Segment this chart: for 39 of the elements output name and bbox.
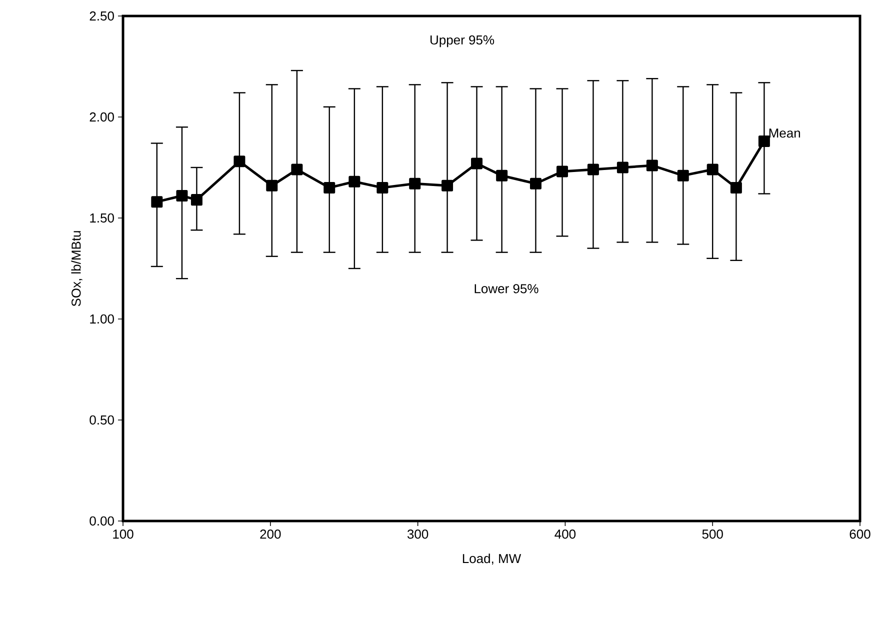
x-tick-label: 200: [260, 530, 281, 539]
point: [409, 178, 421, 190]
point: [266, 180, 278, 192]
point: [376, 182, 388, 194]
point: [471, 158, 483, 170]
y-tick-label: 1.50: [90, 213, 114, 223]
y-tick-label: 0.50: [90, 415, 114, 425]
x-tick-label: 500: [702, 530, 723, 539]
point: [646, 160, 658, 172]
x-tick-label: 600: [850, 530, 870, 539]
y-tick-label: 2.50: [90, 11, 114, 21]
point: [291, 164, 303, 176]
y-tick-label: 1.00: [90, 314, 114, 324]
x-tick-label: 400: [554, 530, 576, 539]
point: [234, 156, 246, 168]
point: [496, 170, 508, 182]
point: [176, 190, 188, 202]
x-axis-title: Load, MW: [462, 554, 522, 565]
point: [556, 166, 568, 178]
point: [151, 196, 163, 208]
y-tick-label: 0.00: [90, 516, 114, 526]
x-tick-label: 100: [113, 530, 134, 539]
point: [758, 135, 770, 147]
point: [530, 178, 542, 190]
y-axis-title: SOx, lb/MBtu: [71, 231, 82, 306]
point: [730, 182, 742, 194]
x-tick-label: 300: [407, 530, 428, 539]
point: [616, 162, 628, 174]
point: [706, 164, 718, 176]
point: [190, 194, 202, 206]
annotation: Upper 95%: [430, 35, 494, 48]
y-tick-label: 2.00: [90, 112, 114, 122]
point: [324, 182, 336, 194]
point: [442, 180, 454, 192]
point: [677, 170, 689, 182]
annotation: Lower 95%: [474, 284, 538, 294]
point: [348, 176, 360, 188]
point: [587, 164, 599, 176]
annotation: Mean: [769, 128, 800, 138]
